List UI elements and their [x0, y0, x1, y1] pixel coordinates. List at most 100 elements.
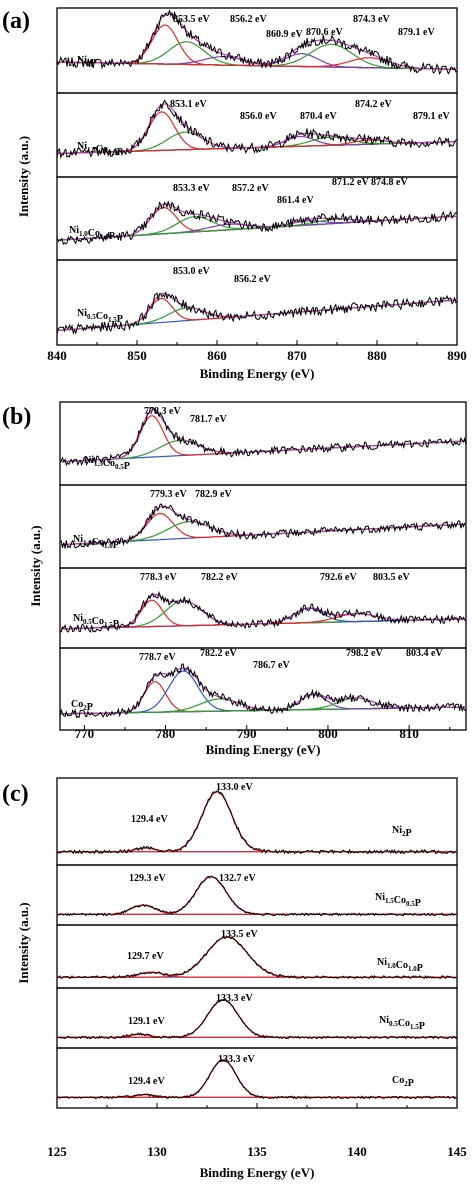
- panel-label: (b): [2, 404, 31, 430]
- x-tick-label: 125: [47, 1144, 67, 1159]
- subplot-Ni1.5Co0.5P: 129.3 eV 132.7 eV Ni1.5Co0.5P: [56, 864, 458, 926]
- peak-label: 129.4 eV: [128, 1076, 165, 1087]
- peak-label: 853.3 eV: [173, 183, 210, 194]
- subplot-Ni0.5Co1.5P: 778.3 eV 782.2 eV 792.6 eV 803.5 eV Ni0.5Co1…: [59, 567, 467, 649]
- x-tick-label: 810: [399, 726, 419, 741]
- sample-label: Ni1.0Co1.0P: [377, 957, 423, 974]
- y-axis-label: Intensity (a.u.): [16, 902, 31, 983]
- raw-data-curve: [56, 790, 457, 855]
- raw-data-curve: [56, 99, 458, 160]
- x-axis-label: Binding Energy (eV): [206, 742, 321, 757]
- peak-label: 792.6 eV: [320, 572, 357, 583]
- x-tick-label: 770: [75, 726, 95, 741]
- x-tick-label: 870: [287, 348, 307, 363]
- peak-label: 786.7 eV: [253, 660, 290, 671]
- peak-label: 133.5 eV: [221, 929, 258, 940]
- peak-label: 133.0 eV: [216, 782, 253, 793]
- y-axis-label: Intensity (a.u.): [28, 525, 43, 606]
- peak-label: 856.2 eV: [234, 274, 271, 285]
- peak-label: 861.4 eV: [277, 195, 314, 206]
- peak-label: 879.1 eV: [413, 111, 450, 122]
- x-axis: 125 130 135 140 145 Binding Energy (eV): [47, 1103, 467, 1180]
- subplot-Co2P: 129.4 eV 133.3 eV Co2P: [56, 1047, 458, 1109]
- peak-label: 853.0 eV: [173, 266, 210, 277]
- raw-data-curve: [59, 663, 466, 719]
- peak-label: 870.4 eV: [300, 111, 337, 122]
- subplot-Ni1.0Co1.0P: 779.3 eV 782.9 eV Ni1.0Co1.0P: [59, 484, 467, 569]
- peak-label: 779.3 eV: [150, 489, 187, 500]
- x-tick-label: 780: [156, 726, 176, 741]
- raw-data-curve: [59, 407, 467, 467]
- subplot-frame: [59, 647, 467, 731]
- raw-data-curve: [56, 9, 458, 75]
- envelope-curve: [56, 203, 458, 241]
- raw-data-curve: [59, 590, 467, 633]
- peak-label: 782.2 eV: [201, 572, 238, 583]
- sample-label: Ni2P: [392, 825, 412, 839]
- sample-label: Ni0.5Co1.5P: [73, 613, 119, 630]
- x-axis: 840 850 860 870 880 890 Binding Energy (eV): [47, 340, 467, 381]
- panel-c: (c) 129.4 eV 133.0 eV Ni2P 129.3 eV 132.7 eV N…: [2, 777, 467, 1180]
- panel-a: (a) 853.5 eV 856.2 eV 860.9 eV 870.6 eV 874.3…: [2, 7, 467, 381]
- sample-label: Ni1.0Co1.0P: [73, 534, 119, 551]
- peak-label: 860.9 eV: [266, 29, 303, 40]
- peak-label: 853.1 eV: [170, 99, 207, 110]
- peak-label: 133.3 eV: [216, 993, 253, 1004]
- fit-peak-133: [57, 791, 457, 853]
- x-tick-label: 840: [47, 348, 67, 363]
- peak-label: 857.2 eV: [232, 183, 269, 194]
- peak-label: 129.4 eV: [131, 814, 168, 825]
- envelope-curve: [60, 409, 466, 463]
- subplot-Ni1.0Co1.0P: 853.3 eV 857.2 eV 861.4 eV 871.2 eV 874.8 eV…: [56, 176, 458, 261]
- peak-label: 778.3 eV: [140, 572, 177, 583]
- sample-label: Ni1.0Co1.0P: [69, 225, 115, 242]
- peak-label: 132.7 eV: [219, 873, 256, 884]
- peak-label: 133.3 eV: [218, 1054, 255, 1065]
- sample-label: Ni1.5Co0.5P: [84, 455, 130, 472]
- y-axis-label: Intensity (a.u.): [16, 136, 31, 217]
- peak-label: 874.2 eV: [355, 99, 392, 110]
- raw-data-curve: [56, 998, 458, 1040]
- peak-label: 856.2 eV: [230, 14, 267, 25]
- raw-data-curve: [56, 201, 458, 246]
- x-tick-label: 135: [247, 1144, 267, 1159]
- x-tick-label: 790: [237, 726, 257, 741]
- x-tick-label: 860: [207, 348, 227, 363]
- raw-data-curve: [56, 291, 458, 336]
- x-tick-label: 130: [147, 1144, 167, 1159]
- subplot-Co2P: 778.7 eV 782.2 eV 786.7 eV 798.2 eV 803.4 eV…: [59, 647, 467, 731]
- peak-label: 803.5 eV: [373, 572, 410, 583]
- x-axis-label: Binding Energy (eV): [200, 366, 315, 381]
- sample-label: Co2P: [392, 1075, 414, 1089]
- subplot-frame: [56, 259, 458, 346]
- subplot-Ni1.0Co1.0P: 129.7 eV 133.5 eV Ni1.0Co1.0P: [56, 924, 458, 989]
- x-tick-label: 140: [347, 1144, 367, 1159]
- sample-label: Ni1.5Co0.5P: [77, 141, 123, 158]
- x-tick-label: 890: [447, 348, 467, 363]
- peak-label: 782.9 eV: [195, 489, 232, 500]
- sample-label: Ni0.5Co1.5P: [379, 1015, 425, 1032]
- subplot-Ni1.5Co0.5P: 778.3 eV 781.7 eV Ni1.5Co0.5P: [59, 401, 467, 486]
- peak-label: 803.4 eV: [406, 648, 443, 659]
- x-tick-label: 145: [447, 1144, 467, 1159]
- subplot-frame: [56, 92, 458, 178]
- fit-peak-133.5: [57, 936, 457, 978]
- envelope-curve: [57, 936, 457, 978]
- peak-label: 856.0 eV: [240, 111, 277, 122]
- subplot-Ni1.5Co0.5P: 853.1 eV 856.0 eV 870.4 eV 874.2 eV 879.1 eV…: [56, 92, 458, 178]
- sample-label: Ni0.5Co1.5P: [77, 308, 123, 325]
- raw-data-curve: [59, 503, 467, 549]
- peak-label: 874.3 eV: [353, 14, 390, 25]
- x-axis-label: Binding Energy (eV): [200, 1165, 315, 1180]
- sample-label: Co2P: [71, 699, 93, 713]
- peak-label: 874.8 eV: [371, 177, 408, 188]
- peak-label: 781.7 eV: [190, 414, 227, 425]
- panel-b: (b) 778.3 eV 781.7 eV Ni1.5Co0.5P 779.3 eV 78…: [2, 401, 467, 757]
- subplot-Ni2P: 129.4 eV 133.0 eV Ni2P: [56, 777, 458, 866]
- sample-label: Ni2P: [77, 55, 97, 69]
- panel-label: (c): [2, 781, 29, 807]
- peak-label: 129.7 eV: [127, 951, 164, 962]
- x-tick-label: 850: [127, 348, 147, 363]
- x-axis: 770 780 790 800 810 Binding Energy (eV): [75, 725, 451, 757]
- subplot-Ni2P: 853.5 eV 856.2 eV 860.9 eV 870.6 eV 874.3 eV…: [56, 7, 458, 94]
